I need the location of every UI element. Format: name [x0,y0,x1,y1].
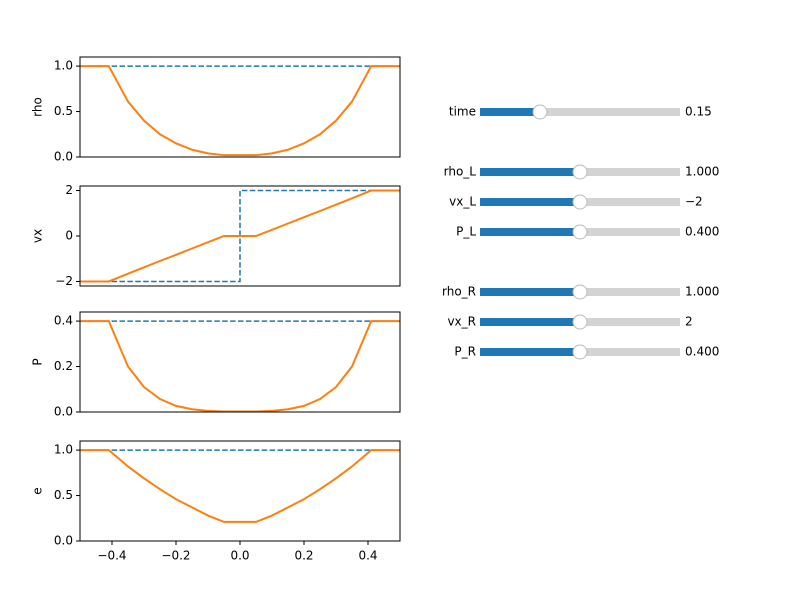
y-tick-label: 0.5 [54,488,73,502]
slider-knob[interactable] [572,224,588,240]
slider-knob[interactable] [532,104,548,120]
slider-value: 0.400 [685,225,719,239]
solution-line [80,320,400,412]
axes-frame [79,185,401,287]
axes-frame [79,56,401,158]
slider-label: P_L [456,225,476,239]
slider-track[interactable] [480,108,680,116]
slider-fill[interactable] [480,318,580,326]
y-axis-label: rho [31,97,45,117]
slider-fill[interactable] [480,198,580,206]
x-tick-label: 0.2 [294,549,313,563]
slider-label: rho_R [442,285,476,299]
x-tick-label: 0.4 [358,549,377,563]
y-tick-label: −2 [55,274,73,288]
slider-knob[interactable] [572,314,588,330]
solution-line [80,189,400,283]
slider-value: 1.000 [685,165,719,179]
slider-knob[interactable] [572,344,588,360]
axes-frame [79,440,401,542]
slider-fill[interactable] [480,108,540,116]
y-tick-label: 1.0 [54,443,73,457]
slider-knob[interactable] [572,164,588,180]
slider-fill[interactable] [480,168,580,176]
slider-label: P_R [454,345,476,359]
y-tick-label: 0.4 [54,314,73,328]
y-axis-label: vx [31,229,45,243]
slider-value: 2 [685,315,693,329]
slider-fill[interactable] [480,288,580,296]
slider-value: 0.15 [685,105,712,119]
y-tick-label: 0.5 [54,104,73,118]
y-tick-label: 0 [65,229,73,243]
x-tick-label: −0.2 [161,549,190,563]
slider-label: time [449,105,476,119]
y-axis-label: P [31,358,45,365]
slider-label: vx_L [449,195,476,209]
axes-frame [79,311,401,413]
solution-line [80,449,400,523]
slider-value: 1.000 [685,285,719,299]
x-tick-label: 0.0 [230,549,249,563]
y-axis-label: e [31,487,45,494]
slider-label: vx_R [447,315,476,329]
y-tick-label: 0.0 [54,150,73,164]
y-tick-label: 1.0 [54,59,73,73]
y-tick-label: 0.2 [54,359,73,373]
x-tick-label: −0.4 [97,549,126,563]
y-tick-label: 2 [65,183,73,197]
slider-fill[interactable] [480,228,580,236]
slider-knob[interactable] [572,284,588,300]
slider-value: 0.400 [685,345,719,359]
y-tick-label: 0.0 [54,405,73,419]
solution-line [80,65,400,157]
slider-fill[interactable] [480,348,580,356]
y-tick-label: 0.0 [54,534,73,548]
slider-knob[interactable] [572,194,588,210]
slider-value: −2 [685,195,703,209]
slider-label: rho_L [444,165,477,179]
